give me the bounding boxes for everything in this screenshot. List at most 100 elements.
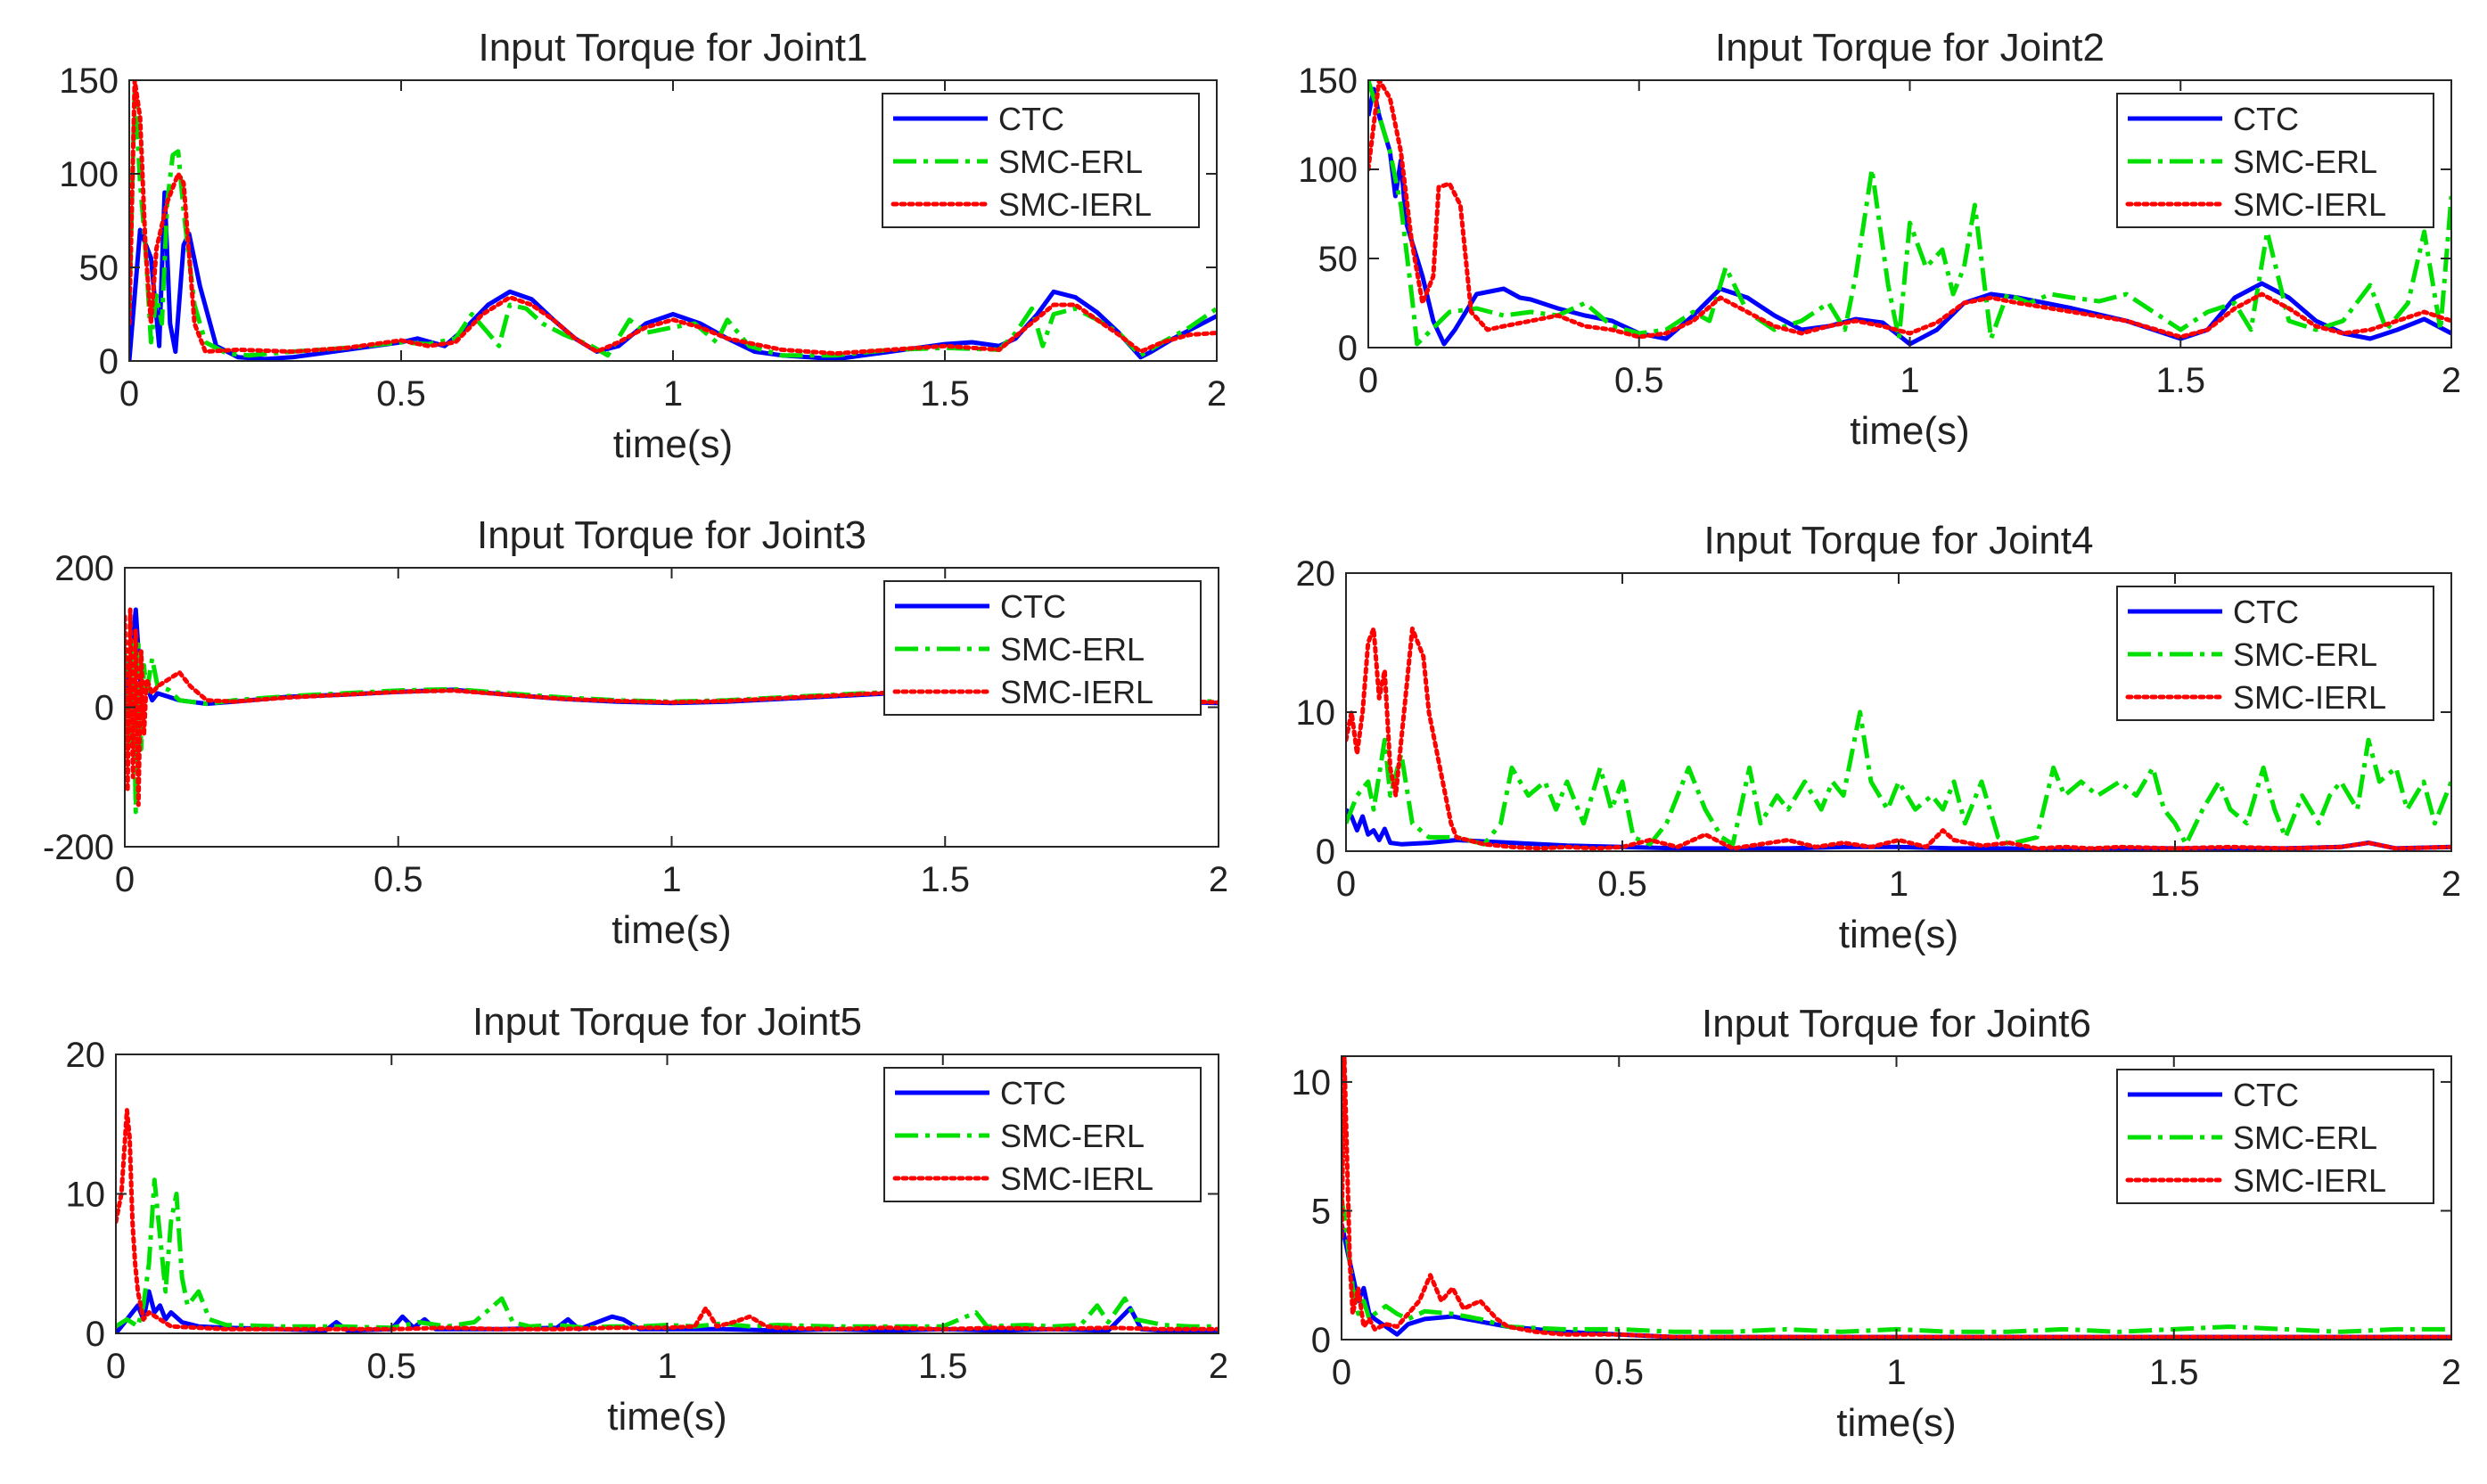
y-tick-label: 20 (1296, 554, 1336, 594)
y-tick-label: 10 (66, 1176, 106, 1215)
x-tick-label: 1 (663, 374, 683, 414)
y-tick-label: 150 (1298, 61, 1358, 101)
y-tick-label: 100 (1298, 151, 1358, 190)
x-tick-label: 1.5 (2155, 361, 2205, 400)
x-tick-label: 1.5 (2149, 1353, 2199, 1392)
chart-title: Input Torque for Joint2 (1715, 26, 2105, 70)
legend: CTC SMC-ERL SMC-IERL (883, 1067, 1202, 1202)
chart-title: Input Torque for Joint3 (477, 513, 866, 557)
chart-title: Input Torque for Joint1 (478, 26, 867, 70)
legend-label: SMC-IERL (2233, 679, 2386, 716)
x-tick-label: 0 (106, 1347, 126, 1386)
legend-label: CTC (998, 101, 1064, 137)
legend-label: SMC-ERL (1000, 1118, 1145, 1154)
legend-label: CTC (1000, 1075, 1066, 1111)
x-tick-label: 0.5 (1614, 361, 1664, 400)
legend-label: SMC-ERL (2233, 143, 2377, 180)
chart-title: Input Torque for Joint6 (1702, 1002, 2091, 1045)
legend-label: SMC-IERL (2233, 1162, 2386, 1199)
x-axis-label: time(s) (611, 908, 731, 952)
y-tick-label: 0 (1338, 329, 1358, 368)
legend: CTC SMC-ERL SMC-IERL (882, 93, 1200, 228)
y-tick-label: 0 (1311, 1321, 1331, 1360)
chart-panel-1: 0 0.5 1 1.5 2 0 50 100 150 Input Torque for Joint… (59, 26, 1227, 466)
y-tick-label: 200 (54, 549, 114, 588)
legend-label: SMC-IERL (1000, 674, 1153, 710)
legend-label: SMC-IERL (2233, 186, 2386, 223)
y-tick-label: 10 (1292, 1063, 1332, 1103)
x-tick-label: 0 (119, 374, 139, 414)
legend: CTC SMC-ERL SMC-IERL (883, 580, 1202, 716)
legend: CTC SMC-ERL SMC-IERL (2116, 586, 2434, 721)
legend-label: SMC-IERL (998, 186, 1152, 223)
x-axis-label: time(s) (613, 422, 733, 466)
x-tick-label: 0 (1332, 1353, 1351, 1392)
x-axis-label: time(s) (1836, 1401, 1956, 1445)
x-tick-label: 1.5 (918, 1347, 968, 1386)
y-tick-label: 0 (94, 689, 114, 728)
series-line-smc-ierl (1368, 80, 2451, 340)
legend-label: SMC-ERL (2233, 636, 2377, 673)
series-line-ctc (1368, 86, 2451, 347)
y-tick-label: 0 (1316, 832, 1335, 872)
x-tick-label: 1 (1900, 361, 1919, 400)
x-tick-label: 0.5 (1597, 865, 1647, 904)
legend-label: CTC (2233, 1077, 2299, 1113)
x-axis-label: time(s) (1839, 913, 1958, 956)
series-line-smc-erl (129, 87, 1217, 358)
x-tick-label: 1.5 (2150, 865, 2200, 904)
legend-label: CTC (2233, 594, 2299, 630)
x-tick-label: 0.5 (373, 860, 423, 899)
y-tick-label: 100 (59, 155, 119, 194)
y-tick-label: 50 (1318, 240, 1358, 279)
x-tick-label: 2 (1209, 860, 1228, 899)
series-line-smc-erl (1368, 80, 2451, 347)
legend: CTC SMC-ERL SMC-IERL (2116, 93, 2434, 228)
series-line-smc-ierl (116, 1108, 1219, 1332)
x-axis-label: time(s) (607, 1395, 726, 1439)
legend: CTC SMC-ERL SMC-IERL (2116, 1069, 2434, 1204)
x-tick-label: 2 (1207, 374, 1227, 414)
legend-label: SMC-ERL (1000, 631, 1145, 668)
y-tick-label: 150 (59, 61, 119, 101)
x-tick-label: 0 (1358, 361, 1378, 400)
chart-panel-6: 0 0.5 1 1.5 2 0 5 10 Input Torque for Joint6 time… (1292, 1002, 2462, 1445)
legend-label: CTC (2233, 101, 2299, 137)
y-tick-label: 20 (66, 1036, 106, 1075)
y-tick-label: 50 (79, 249, 119, 288)
chart-panel-2: 0 0.5 1 1.5 2 0 50 100 150 Input Torque for Joint… (1298, 26, 2461, 453)
y-tick-label: 0 (99, 342, 119, 381)
x-tick-label: 1 (1886, 1353, 1906, 1392)
x-tick-label: 0.5 (1594, 1353, 1644, 1392)
x-axis-label: time(s) (1850, 409, 1969, 453)
x-tick-label: 1.5 (920, 374, 970, 414)
legend-label: SMC-IERL (1000, 1160, 1153, 1197)
x-tick-label: 0 (1336, 865, 1356, 904)
y-tick-label: 10 (1296, 693, 1336, 733)
x-tick-label: 1.5 (920, 860, 970, 899)
x-tick-label: 2 (2442, 361, 2461, 400)
x-tick-label: 2 (2442, 865, 2461, 904)
series-line-smc-ierl (129, 80, 1217, 357)
chart-title: Input Torque for Joint4 (1703, 519, 2093, 562)
y-tick-label: 5 (1311, 1192, 1331, 1231)
x-tick-label: 1 (657, 1347, 677, 1386)
y-tick-label: 0 (86, 1315, 105, 1354)
x-tick-label: 0.5 (366, 1347, 416, 1386)
x-tick-label: 0.5 (376, 374, 426, 414)
chart-title: Input Torque for Joint5 (472, 1000, 862, 1044)
series-line-smc-erl (1346, 709, 2451, 847)
series-line-smc-erl (116, 1177, 1219, 1331)
y-tick-label: -200 (43, 828, 114, 867)
x-tick-label: 0 (115, 860, 135, 899)
legend-label: SMC-ERL (2233, 1119, 2377, 1156)
x-tick-label: 2 (1209, 1347, 1228, 1386)
x-tick-label: 2 (2442, 1353, 2461, 1392)
x-tick-label: 1 (661, 860, 681, 899)
legend-label: SMC-ERL (998, 143, 1143, 180)
x-tick-label: 1 (1889, 865, 1908, 904)
